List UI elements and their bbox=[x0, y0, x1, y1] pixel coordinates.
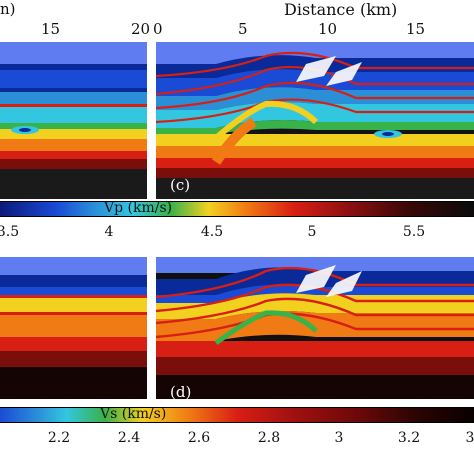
vs-tick-3-right: 3 bbox=[465, 430, 474, 446]
vs-section-left bbox=[0, 257, 147, 399]
vp-colorbar-title: Vp (km/s) bbox=[104, 200, 173, 216]
vs-tick-3.2: 3.2 bbox=[397, 430, 421, 446]
panel-divider-top bbox=[147, 42, 156, 199]
top-tick-20: 20 bbox=[131, 20, 151, 38]
vs-tick-2.2: 2.2 bbox=[47, 430, 71, 446]
vp-tick-4.5: 4.5 bbox=[200, 224, 224, 240]
top-tick-0: 0 bbox=[153, 20, 163, 38]
vp-section-left bbox=[0, 42, 147, 199]
vs-tick-2.6: 2.6 bbox=[187, 430, 211, 446]
panel-c-label: (c) bbox=[170, 176, 191, 194]
top-tick-15-left: 15 bbox=[41, 20, 61, 38]
vs-colorbar bbox=[0, 407, 474, 423]
top-tick-15-right: 15 bbox=[406, 20, 426, 38]
vs-tick-2.4: 2.4 bbox=[117, 430, 141, 446]
vs-tick-2.8: 2.8 bbox=[257, 430, 281, 446]
top-tick-10: 10 bbox=[318, 20, 338, 38]
top-tick-5: 5 bbox=[238, 20, 248, 38]
top-left-label: n) bbox=[0, 0, 16, 18]
panel-divider-bottom bbox=[147, 257, 156, 399]
vs-tick-3: 3 bbox=[334, 430, 344, 446]
vp-colorbar bbox=[0, 201, 474, 217]
vp-tick-4: 4 bbox=[104, 224, 114, 240]
vp-section-right: (c) bbox=[156, 42, 474, 199]
panel-d-label: (d) bbox=[170, 383, 192, 399]
vs-colorbar-title: Vs (km/s) bbox=[100, 406, 167, 422]
distance-axis-title: Distance (km) bbox=[284, 0, 398, 19]
vs-section-right: (d) bbox=[156, 257, 474, 399]
vp-tick-3.5: 3.5 bbox=[0, 224, 20, 240]
vp-tick-5.5: 5.5 bbox=[402, 224, 426, 240]
vp-tick-5: 5 bbox=[307, 224, 317, 240]
